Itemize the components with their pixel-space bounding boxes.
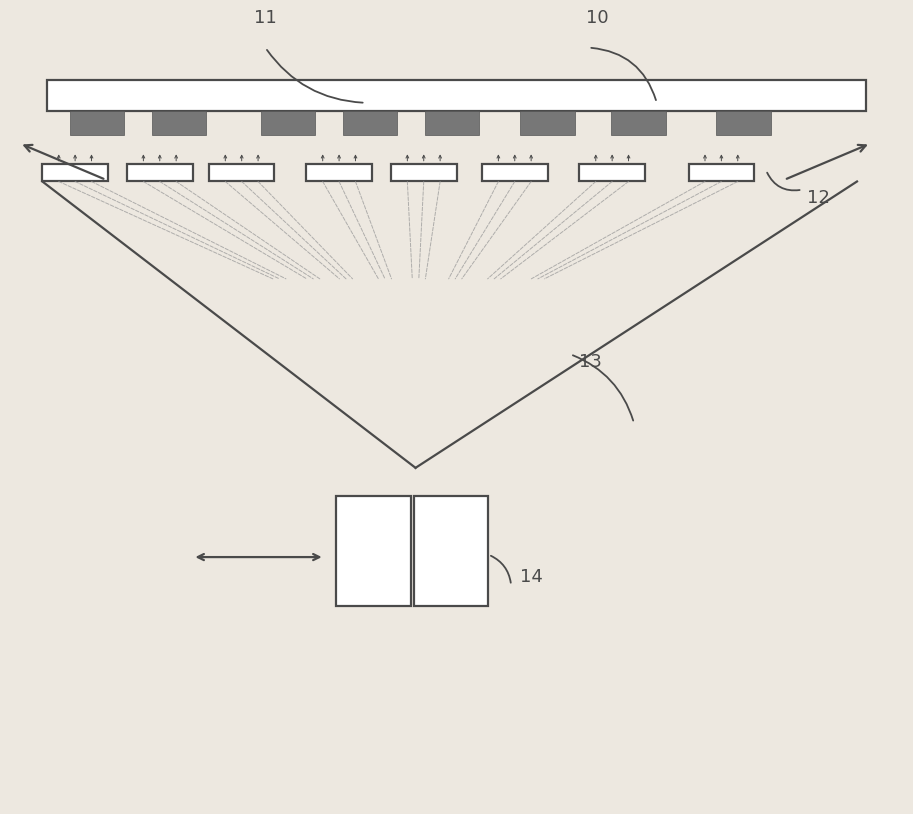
Bar bbox=[209, 164, 275, 182]
Bar bbox=[482, 164, 548, 182]
Text: 11: 11 bbox=[254, 9, 277, 28]
Bar bbox=[414, 497, 488, 606]
Bar bbox=[580, 164, 645, 182]
Bar bbox=[391, 164, 456, 182]
Bar bbox=[47, 80, 866, 111]
Bar bbox=[425, 111, 479, 135]
Bar bbox=[42, 164, 108, 182]
Bar bbox=[342, 111, 397, 135]
Bar bbox=[307, 164, 372, 182]
Text: 10: 10 bbox=[586, 9, 609, 28]
Bar bbox=[261, 111, 315, 135]
Bar bbox=[520, 111, 575, 135]
Bar bbox=[127, 164, 193, 182]
Text: 12: 12 bbox=[807, 189, 830, 207]
Bar bbox=[688, 164, 754, 182]
Text: 14: 14 bbox=[520, 568, 543, 586]
Bar bbox=[611, 111, 666, 135]
Text: 13: 13 bbox=[580, 353, 603, 371]
Bar bbox=[336, 497, 411, 606]
Bar bbox=[69, 111, 124, 135]
Bar bbox=[716, 111, 771, 135]
Bar bbox=[152, 111, 206, 135]
